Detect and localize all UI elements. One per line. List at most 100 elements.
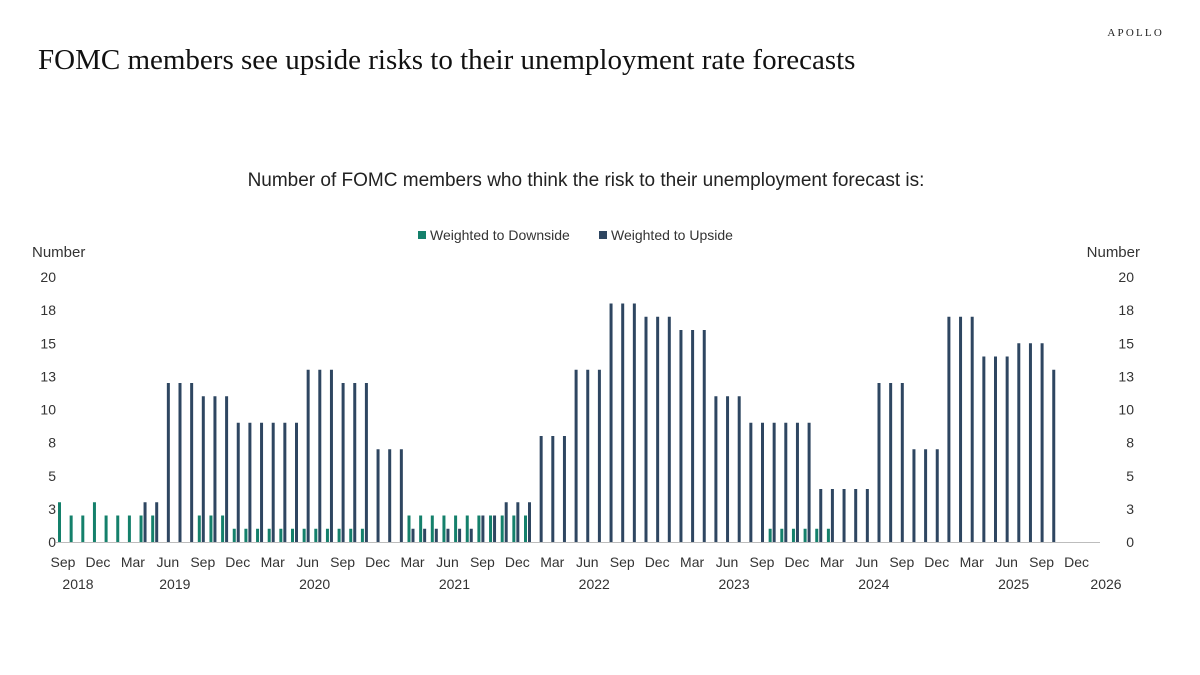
bar-upside (504, 502, 508, 542)
bar-downside (360, 528, 364, 542)
bar-downside (500, 515, 504, 542)
bar-downside (81, 515, 85, 542)
bar-upside (295, 422, 298, 542)
bar-downside (815, 528, 819, 542)
bar-upside (236, 422, 240, 542)
bar-upside (749, 422, 753, 542)
bar-upside (994, 356, 997, 542)
x-tick-month: Dec (85, 554, 110, 570)
bar-downside (139, 515, 143, 542)
bar-downside (244, 528, 248, 542)
x-tick-month: Jun (436, 554, 459, 570)
bar-upside (830, 489, 834, 542)
y-tick-left: 8 (48, 435, 56, 451)
bar-upside (982, 356, 986, 542)
bar-downside (116, 515, 120, 542)
bar-upside (1017, 343, 1021, 542)
bar-upside (528, 502, 531, 542)
bar-downside (302, 528, 306, 542)
x-tick-month: Jun (296, 554, 319, 570)
x-tick-month: Sep (330, 554, 355, 570)
bar-upside (772, 422, 776, 542)
bar-upside (970, 316, 974, 542)
bar-downside (256, 528, 260, 542)
x-tick-month: Jun (995, 554, 1018, 570)
bar-downside (209, 515, 213, 542)
y-tick-right: 13 (1118, 368, 1134, 384)
x-tick-year: 2020 (299, 576, 330, 592)
bar-downside (489, 515, 493, 542)
bar-downside (780, 528, 784, 542)
bar-upside (726, 396, 730, 542)
bar-downside (477, 515, 481, 542)
bar-upside (318, 369, 322, 542)
bar-upside (213, 396, 217, 542)
page-title: FOMC members see upside risks to their u… (38, 44, 856, 76)
bar-upside (947, 316, 951, 542)
y-tick-right: 20 (1118, 269, 1134, 285)
bar-upside (516, 502, 520, 542)
x-tick-year: 2023 (718, 576, 749, 592)
x-tick-month: Sep (750, 554, 775, 570)
y-axis-label-left: Number (32, 244, 85, 261)
x-tick-year: 2022 (579, 576, 610, 592)
y-tick-left: 3 (48, 501, 56, 517)
bar-upside (761, 422, 764, 542)
bar-upside (819, 489, 823, 542)
bar-upside (481, 515, 485, 542)
bar-downside (442, 515, 446, 542)
bar-upside (283, 422, 287, 542)
bar-downside (221, 515, 225, 542)
x-tick-month: Jun (157, 554, 180, 570)
bar-upside (924, 449, 928, 542)
y-tick-left: 10 (40, 402, 56, 418)
x-tick-year: 2021 (439, 576, 470, 592)
x-tick-year: 2025 (998, 576, 1029, 592)
bar-upside (434, 528, 438, 542)
bar-downside (803, 528, 807, 542)
bar-upside (586, 369, 590, 542)
x-tick-month: Mar (121, 554, 145, 570)
bar-downside (524, 515, 527, 542)
x-tick-month: Mar (261, 554, 285, 570)
y-tick-left: 5 (48, 468, 56, 484)
x-tick-month: Sep (889, 554, 914, 570)
bar-upside (364, 383, 368, 542)
y-tick-right: 0 (1126, 534, 1134, 550)
bar-downside (791, 528, 795, 542)
y-tick-right: 10 (1118, 402, 1134, 418)
x-tick-month: Dec (784, 554, 809, 570)
x-tick-month: Dec (365, 554, 390, 570)
bar-upside (889, 383, 893, 542)
bar-upside (1005, 356, 1009, 542)
bar-upside (446, 528, 450, 542)
bar-upside (1040, 343, 1044, 542)
bar-upside (865, 489, 869, 542)
bar-downside (430, 515, 434, 542)
y-tick-left: 20 (40, 269, 56, 285)
bar-downside (314, 528, 318, 542)
bar-downside (151, 515, 155, 542)
bar-downside (291, 528, 294, 542)
bar-upside (621, 303, 625, 542)
bar-downside (337, 528, 341, 542)
bar-upside (574, 369, 578, 542)
bar-upside (842, 489, 846, 542)
bar-upside (807, 422, 811, 542)
bar-upside (912, 449, 916, 542)
x-tick-month: Mar (540, 554, 564, 570)
x-tick-year: 2019 (159, 576, 190, 592)
legend-label-downside: Weighted to Downside (430, 227, 570, 243)
bar-downside (92, 502, 96, 542)
bar-upside (201, 396, 205, 542)
bar-upside (737, 396, 741, 542)
x-tick-month: Sep (610, 554, 635, 570)
legend-swatch-upside (599, 231, 607, 239)
bar-downside (768, 528, 772, 542)
chart-title: Number of FOMC members who think the ris… (247, 170, 925, 191)
bar-downside (127, 515, 131, 542)
y-tick-left: 18 (40, 302, 56, 318)
bar-upside (1028, 343, 1032, 542)
x-tick-month: Dec (924, 554, 949, 570)
